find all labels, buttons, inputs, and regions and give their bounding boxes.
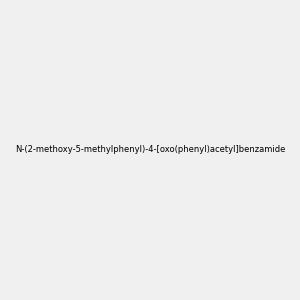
Text: N-(2-methoxy-5-methylphenyl)-4-[oxo(phenyl)acetyl]benzamide: N-(2-methoxy-5-methylphenyl)-4-[oxo(phen… [15,146,285,154]
